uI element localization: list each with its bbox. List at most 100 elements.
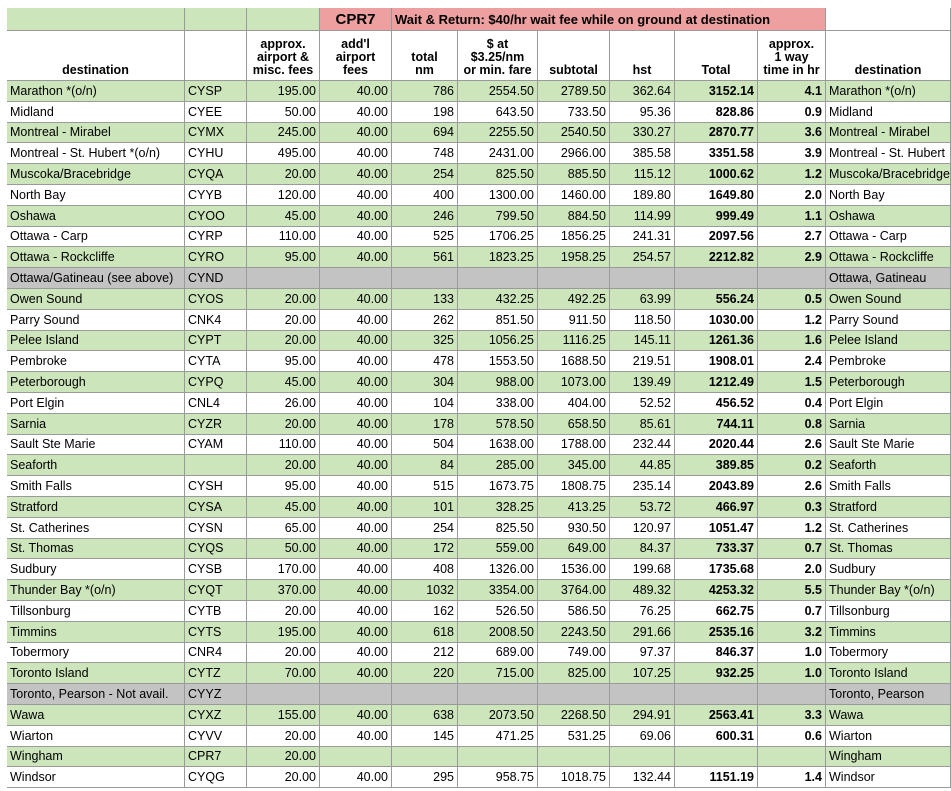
table-cell: 40.00 — [320, 663, 392, 684]
table-cell: 20.00 — [247, 414, 320, 435]
table-cell: Montreal - Mirabel — [826, 123, 951, 143]
value: 2268.50 — [560, 708, 606, 722]
table-cell: CYRP — [185, 227, 247, 247]
header-line: Total — [701, 63, 731, 77]
value: 2212.82 — [708, 250, 754, 264]
value: 20.00 — [284, 749, 316, 763]
table-cell: 2.7 — [758, 227, 826, 247]
airport-code: CYSN — [188, 521, 223, 535]
table-cell: Wawa — [826, 705, 951, 726]
value: 20.00 — [284, 167, 316, 181]
table-cell: 2097.56 — [675, 227, 758, 247]
table-cell: 999.49 — [675, 206, 758, 227]
header-line: 1 way — [774, 50, 809, 64]
value: 212 — [433, 645, 454, 659]
value: 389.85 — [715, 458, 754, 472]
table-cell: 649.00 — [538, 539, 610, 559]
table-cell: 2268.50 — [538, 705, 610, 726]
value: 65.00 — [284, 521, 316, 535]
column-header: subtotal — [538, 31, 610, 81]
value: 2431.00 — [488, 146, 534, 160]
table-cell: Midland — [7, 102, 185, 123]
value: 0.2 — [804, 458, 822, 472]
value: 525 — [433, 229, 454, 243]
table-cell: 40.00 — [320, 289, 392, 310]
table-cell: Marathon *(o/n) — [826, 81, 951, 102]
value: 828.86 — [715, 105, 754, 119]
table-cell: 0.4 — [758, 393, 826, 414]
header-line: subtotal — [549, 63, 598, 77]
value: 988.00 — [495, 375, 534, 389]
value: 114.99 — [633, 209, 671, 223]
table-cell: Ottawa - Carp — [826, 227, 951, 247]
value: 471.25 — [495, 729, 534, 743]
table-cell: 84 — [392, 455, 458, 476]
table-cell: 40.00 — [320, 476, 392, 497]
airport-code: CYZR — [188, 417, 223, 431]
table-cell: CYPT — [185, 331, 247, 351]
destination-name: Toronto Island — [829, 666, 908, 680]
table-cell: 40.00 — [320, 435, 392, 455]
table-cell: 40.00 — [320, 393, 392, 414]
header-line: total — [411, 50, 438, 64]
value: 325 — [433, 333, 454, 347]
destination-name: Ottawa - Rockcliffe — [10, 250, 115, 264]
table-cell — [320, 268, 392, 289]
value: 40.00 — [356, 84, 388, 98]
airport-code: CYSB — [188, 562, 223, 576]
table-cell: 40.00 — [320, 622, 392, 643]
table-cell: 254 — [392, 518, 458, 539]
value: 748 — [433, 146, 454, 160]
table-cell: 2.4 — [758, 351, 826, 372]
value: 1908.01 — [708, 354, 754, 368]
value: 145 — [433, 729, 454, 743]
value: 95.36 — [639, 105, 671, 119]
value: 2008.50 — [488, 625, 534, 639]
destination-name: Tillsonburg — [10, 604, 71, 618]
destination-name: Windsor — [10, 770, 56, 784]
table-cell: 932.25 — [675, 663, 758, 684]
value: 3.6 — [804, 125, 822, 139]
header-line: destination — [62, 63, 129, 77]
table-cell: 495.00 — [247, 143, 320, 164]
table-cell: 1.4 — [758, 767, 826, 788]
table-cell: 2043.89 — [675, 476, 758, 497]
destination-name: Toronto Island — [10, 666, 89, 680]
table-cell: 884.50 — [538, 206, 610, 227]
value: 1116.25 — [562, 333, 606, 347]
value: 40.00 — [356, 209, 388, 223]
value: 40.00 — [356, 375, 388, 389]
value: 2.9 — [804, 250, 822, 264]
value: 262 — [433, 313, 454, 327]
value: 328.25 — [495, 500, 534, 514]
table-cell: 40.00 — [320, 497, 392, 518]
airport-code: CYTA — [188, 354, 221, 368]
table-cell: Sarnia — [7, 414, 185, 435]
value: 1649.80 — [708, 188, 754, 202]
table-cell: 338.00 — [458, 393, 538, 414]
table-cell: Smith Falls — [826, 476, 951, 497]
destination-name: Owen Sound — [10, 292, 83, 306]
table-cell: 1261.36 — [675, 331, 758, 351]
table-cell — [392, 268, 458, 289]
table-cell: St. Catherines — [7, 518, 185, 539]
header-line: airport & — [256, 50, 310, 64]
table-cell: 1051.47 — [675, 518, 758, 539]
table-cell: 733.37 — [675, 539, 758, 559]
table-cell: 155.00 — [247, 705, 320, 726]
table-cell: 825.50 — [458, 518, 538, 539]
value: 195.00 — [277, 625, 316, 639]
table-cell: 40.00 — [320, 247, 392, 268]
destination-name: Marathon *(o/n) — [829, 84, 916, 98]
value: 556.24 — [715, 292, 754, 306]
table-cell: 294.91 — [610, 705, 675, 726]
value: 84 — [440, 458, 454, 472]
table-cell: 561 — [392, 247, 458, 268]
value: 4.1 — [804, 84, 822, 98]
value: 107.25 — [632, 666, 671, 680]
destination-name: Pelee Island — [10, 333, 79, 347]
table-cell: Wiarton — [7, 726, 185, 747]
table-cell: CYYB — [185, 185, 247, 206]
value: 1151.19 — [709, 770, 755, 784]
header-cell — [247, 8, 320, 31]
